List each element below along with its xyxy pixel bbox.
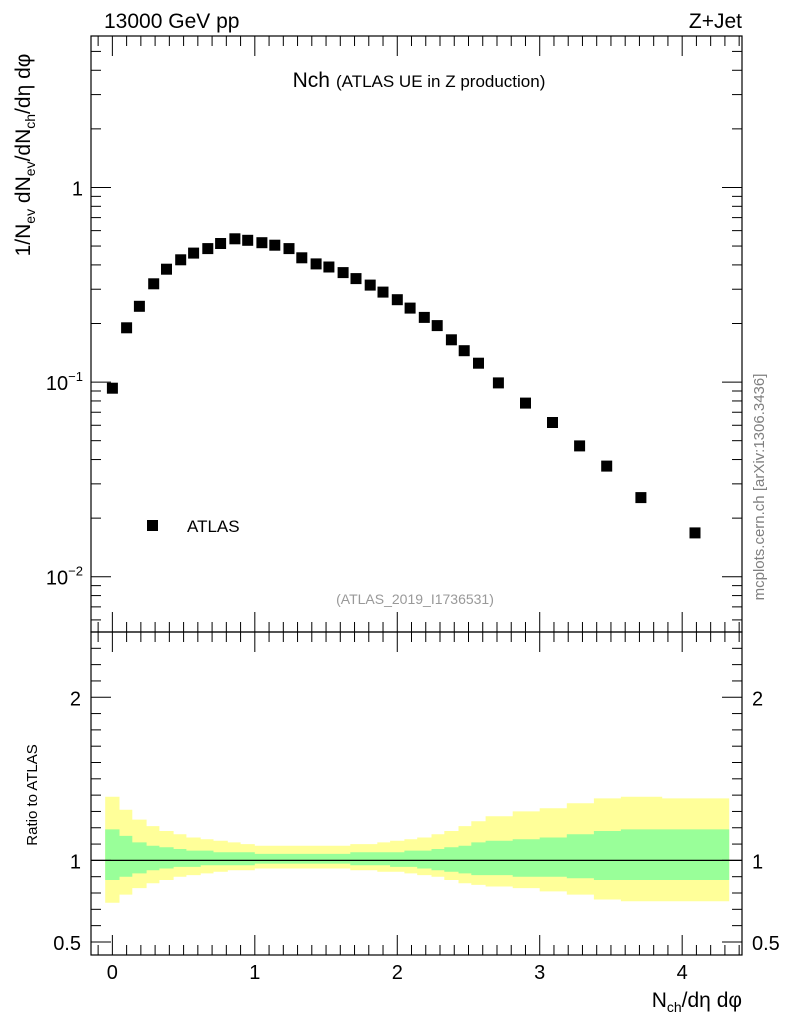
data-point — [445, 334, 457, 346]
ratio-y-tick-label-right: 1 — [752, 851, 763, 873]
ratio-xlabel: Nch/dη dφ — [652, 989, 742, 1015]
data-point — [547, 417, 558, 428]
ratio-ylabel: Ratio to ATLAS — [24, 744, 41, 845]
data-point — [337, 267, 349, 279]
data-point — [364, 279, 376, 291]
x-tick-label: 4 — [677, 962, 688, 984]
ratio-bands — [105, 796, 730, 903]
data-point — [492, 377, 504, 389]
legend-marker — [147, 520, 158, 531]
x-tick-label: 1 — [249, 962, 260, 984]
data-point — [689, 527, 701, 539]
data-point — [161, 263, 172, 275]
header-right-label: Z+Jet — [689, 10, 742, 33]
x-tick-label: 0 — [107, 962, 118, 984]
data-point — [310, 258, 322, 270]
ratio-panel: 2 2 1 1 0.5 0.5 0 1 2 3 4 Ratio to ATLAS Nch/dη dφ — [24, 631, 780, 1015]
side-label: mcplots.cern.ch [arXiv:1306.3436] — [751, 374, 768, 601]
main-ylabel: 1/Nev dNev/dNch/dη dφ — [12, 54, 38, 257]
main-y-tick-label: 1 — [72, 178, 83, 200]
data-point — [323, 261, 335, 273]
data-point — [283, 243, 295, 255]
data-point — [418, 311, 430, 323]
ratio-axes: 2 2 1 1 0.5 0.5 0 1 2 3 4 — [53, 632, 780, 984]
main-y-tick-label: 10−1 — [46, 369, 83, 395]
x-tick-label: 3 — [534, 962, 545, 984]
data-point — [350, 273, 362, 285]
x-tick-label: 2 — [392, 962, 403, 984]
ratio-y-tick-label-right: 2 — [752, 688, 763, 710]
data-point — [601, 460, 613, 472]
main-watermark: (ATLAS_2019_I1736531) — [336, 591, 494, 607]
data-point — [215, 238, 227, 249]
data-point — [148, 278, 160, 290]
ratio-y-tick-label-left: 2 — [70, 688, 81, 710]
data-point — [404, 302, 416, 314]
legend-label: ATLAS — [187, 517, 240, 536]
ratio-band-green — [105, 829, 730, 880]
data-point — [391, 294, 403, 306]
data-point — [269, 239, 281, 251]
ratio-y-tick-label-right: 0.5 — [752, 933, 780, 955]
data-point — [121, 322, 133, 334]
data-point — [635, 492, 647, 504]
data-point — [133, 300, 145, 312]
main-title-text: Nch — [293, 69, 330, 92]
data-point — [458, 345, 470, 357]
header-left-label: 13000 GeV pp — [104, 10, 239, 33]
data-point — [256, 237, 268, 249]
data-point — [431, 320, 443, 332]
ratio-y-tick-label-left: 0.5 — [53, 933, 81, 955]
main-marks — [106, 233, 701, 539]
main-y-tick-label: 10−2 — [46, 564, 83, 590]
ratio-y-tick-label-left: 1 — [70, 851, 81, 873]
main-panel: Nch (ATLAS UE in Z production) 110−110−2 … — [12, 35, 743, 633]
data-point — [175, 254, 187, 266]
data-point — [520, 397, 531, 409]
data-point — [188, 247, 200, 259]
data-point — [242, 234, 254, 246]
data-point — [202, 243, 214, 255]
main-title: Nch (ATLAS UE in Z production) — [293, 69, 546, 92]
data-point — [574, 440, 586, 452]
main-subtitle-text: (ATLAS UE in Z production) — [336, 72, 545, 91]
data-point — [106, 382, 118, 394]
data-point — [229, 233, 241, 245]
ratio-frame — [90, 631, 743, 956]
main-axes: 1 10−1 10−2 — [46, 35, 742, 632]
data-point — [473, 357, 484, 369]
data-point — [377, 286, 389, 298]
data-point — [296, 252, 308, 264]
